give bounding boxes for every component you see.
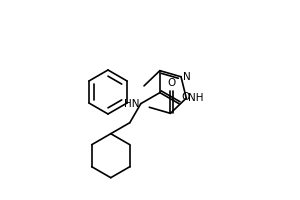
Text: NH: NH bbox=[188, 93, 203, 103]
Text: N: N bbox=[182, 72, 190, 82]
Text: O: O bbox=[167, 78, 175, 88]
Text: HN: HN bbox=[124, 99, 140, 109]
Text: O: O bbox=[181, 92, 189, 102]
